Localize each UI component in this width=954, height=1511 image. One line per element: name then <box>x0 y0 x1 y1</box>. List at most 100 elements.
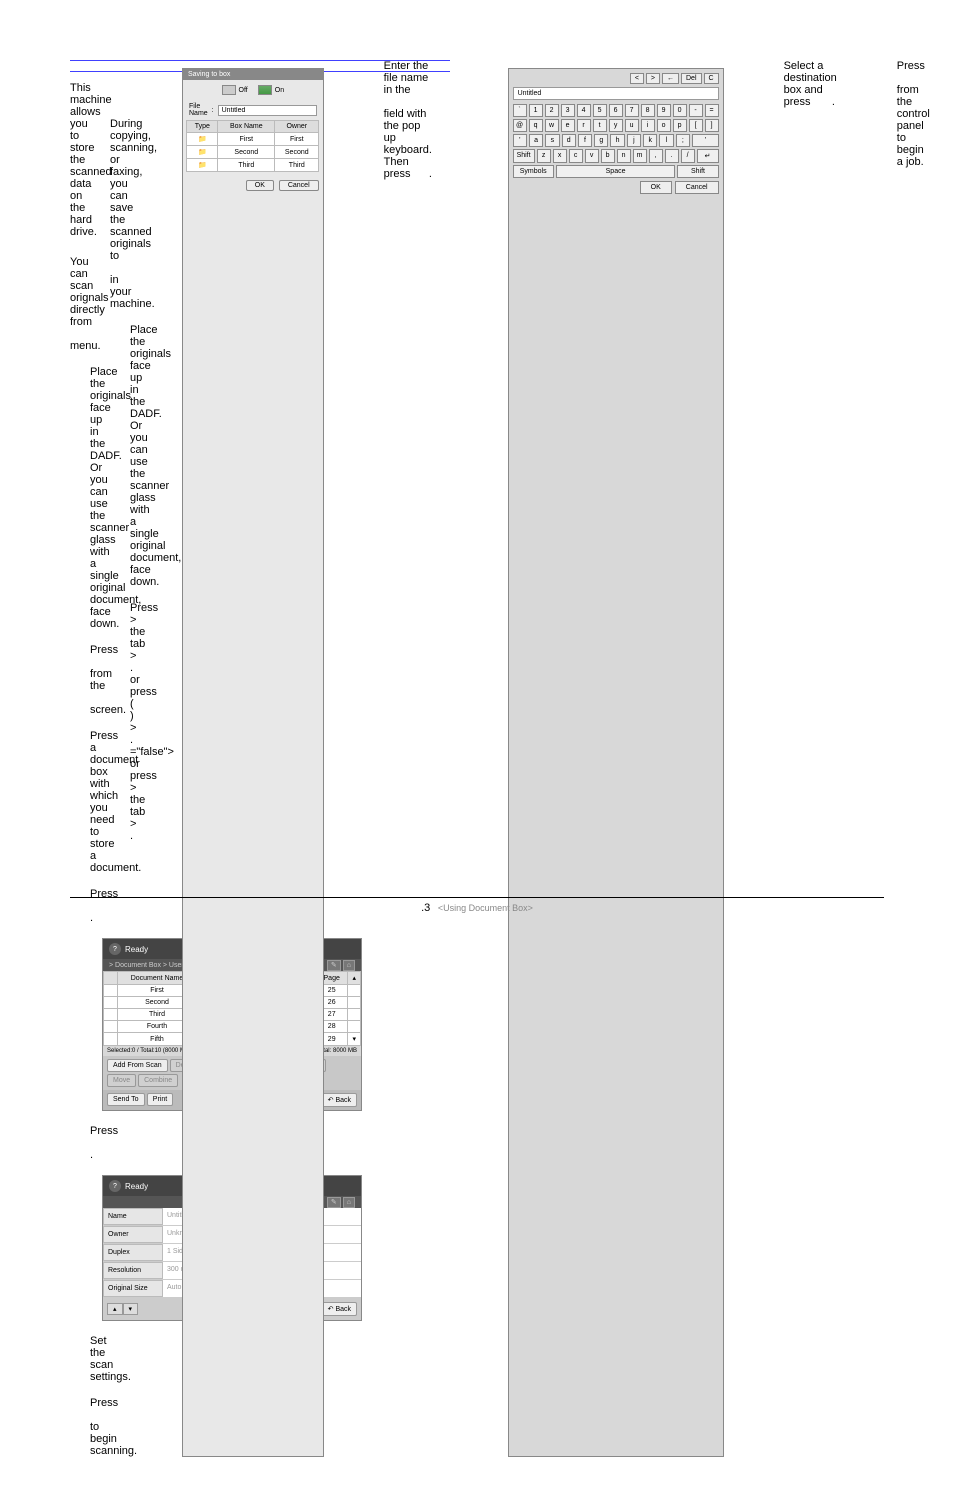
down-arrow-button[interactable]: ▾ <box>123 1303 139 1315</box>
right-step-1: Place the originals face up in the DADF.… <box>110 324 130 588</box>
right-step-4: Select a destination box and press . <box>764 60 837 1457</box>
key[interactable]: r <box>577 119 591 132</box>
keyboard-row-3: 'asdfghjkl;' <box>513 134 719 147</box>
key[interactable]: ] <box>705 119 719 132</box>
key[interactable]: b <box>601 149 615 163</box>
ok-button[interactable]: OK <box>640 181 672 194</box>
key[interactable]: f <box>578 134 592 147</box>
space-key[interactable]: Space <box>556 165 676 178</box>
keyboard-row-2: @qwertyuiop[] <box>513 119 719 132</box>
key[interactable]: p <box>673 119 687 132</box>
add-from-scan-button[interactable]: Add From Scan <box>107 1059 168 1072</box>
kbd-right-button[interactable]: > <box>646 73 660 84</box>
key[interactable]: m <box>633 149 647 163</box>
page-footer: .3 <Using Document Box> <box>70 897 884 914</box>
filename-row: File Name : <box>183 100 323 120</box>
key[interactable]: ; <box>676 134 690 147</box>
back-button[interactable]: ↶ Back <box>322 1302 357 1316</box>
ok-button[interactable]: OK <box>246 180 274 191</box>
print-button[interactable]: Print <box>147 1093 173 1106</box>
help-icon[interactable]: ? <box>109 1180 121 1192</box>
dialog-footer: OK Cancel <box>183 176 323 195</box>
shift-key[interactable]: Shift <box>677 165 718 178</box>
key[interactable]: 4 <box>577 104 591 117</box>
key[interactable]: g <box>594 134 608 147</box>
key[interactable]: 1 <box>529 104 543 117</box>
key[interactable]: u <box>625 119 639 132</box>
step-1: Place the originals face up in the DADF.… <box>70 366 90 630</box>
key[interactable]: 7 <box>625 104 639 117</box>
key[interactable]: k <box>643 134 657 147</box>
cancel-button[interactable]: Cancel <box>279 180 319 191</box>
help-icon[interactable]: ? <box>109 943 121 955</box>
keyboard-input[interactable]: Untitled <box>513 87 719 100</box>
key[interactable]: c <box>569 149 583 163</box>
edit-icon[interactable]: ✎ <box>327 1197 341 1208</box>
page-content: This machine allows you to store the sca… <box>0 0 954 1511</box>
key[interactable]: v <box>585 149 599 163</box>
enter-key[interactable]: ↵ <box>697 149 719 163</box>
key[interactable]: x <box>553 149 567 163</box>
key[interactable]: . <box>665 149 679 163</box>
table-row[interactable]: 📁FirstFirst <box>187 133 319 146</box>
home-icon[interactable]: ⌂ <box>343 960 355 971</box>
edit-icon[interactable]: ✎ <box>327 960 341 971</box>
key[interactable]: q <box>529 119 543 132</box>
kbd-clear-button[interactable]: C <box>704 73 719 84</box>
key[interactable]: / <box>681 149 695 163</box>
key[interactable]: , <box>649 149 663 163</box>
key[interactable]: s <box>545 134 559 147</box>
key[interactable]: = <box>705 104 719 117</box>
key[interactable]: z <box>537 149 551 163</box>
key[interactable]: - <box>689 104 703 117</box>
page-number: .3 <box>421 902 430 914</box>
key[interactable]: 5 <box>593 104 607 117</box>
kbd-del-button[interactable]: Del <box>681 73 702 84</box>
key[interactable]: a <box>529 134 543 147</box>
keyboard-row-5: Symbols Space Shift <box>513 165 719 178</box>
dialog-title: Saving to box <box>183 69 323 80</box>
cancel-button[interactable]: Cancel <box>675 181 719 194</box>
back-button[interactable]: ↶ Back <box>322 1093 357 1107</box>
filename-input[interactable] <box>218 105 317 116</box>
table-row[interactable]: 📁SecondSecond <box>187 146 319 159</box>
send-to-button[interactable]: Send To <box>107 1093 145 1106</box>
key[interactable]: o <box>657 119 671 132</box>
combine-button[interactable]: Combine <box>138 1074 178 1087</box>
key[interactable]: [ <box>689 119 703 132</box>
key[interactable]: h <box>610 134 624 147</box>
key[interactable]: ' <box>692 134 719 147</box>
key[interactable]: y <box>609 119 623 132</box>
right-step-2: Press > the tab > . or press ( ) > <box>110 602 130 842</box>
key[interactable]: 8 <box>641 104 655 117</box>
step-7: Press to begin scanning. <box>70 1397 90 1457</box>
key[interactable]: 9 <box>657 104 671 117</box>
home-icon[interactable]: ⌂ <box>343 1197 355 1208</box>
key[interactable]: n <box>617 149 631 163</box>
key[interactable]: 3 <box>561 104 575 117</box>
key[interactable]: 6 <box>609 104 623 117</box>
key[interactable]: l <box>659 134 673 147</box>
kbd-backspace-button[interactable]: ← <box>662 73 679 84</box>
kbd-left-button[interactable]: < <box>630 73 644 84</box>
key[interactable]: j <box>627 134 641 147</box>
shift-key[interactable]: Shift <box>513 149 535 163</box>
key[interactable]: 2 <box>545 104 559 117</box>
key[interactable]: t <box>593 119 607 132</box>
box-table: TypeBox NameOwner 📁FirstFirst 📁SecondSec… <box>186 120 319 172</box>
key[interactable]: w <box>545 119 559 132</box>
symbols-key[interactable]: Symbols <box>513 165 554 178</box>
move-button[interactable]: Move <box>107 1074 136 1087</box>
key[interactable]: d <box>562 134 576 147</box>
key[interactable]: @ <box>513 119 527 132</box>
key[interactable]: 0 <box>673 104 687 117</box>
key[interactable]: ` <box>513 104 527 117</box>
key[interactable]: e <box>561 119 575 132</box>
on-toggle[interactable]: On <box>258 85 284 95</box>
step-6: Set the scan settings. <box>70 1335 90 1383</box>
up-arrow-button[interactable]: ▴ <box>107 1303 123 1315</box>
table-row[interactable]: 📁ThirdThird <box>187 159 319 172</box>
key[interactable]: i <box>641 119 655 132</box>
key[interactable]: ' <box>513 134 527 147</box>
off-toggle[interactable]: Off <box>222 85 248 95</box>
